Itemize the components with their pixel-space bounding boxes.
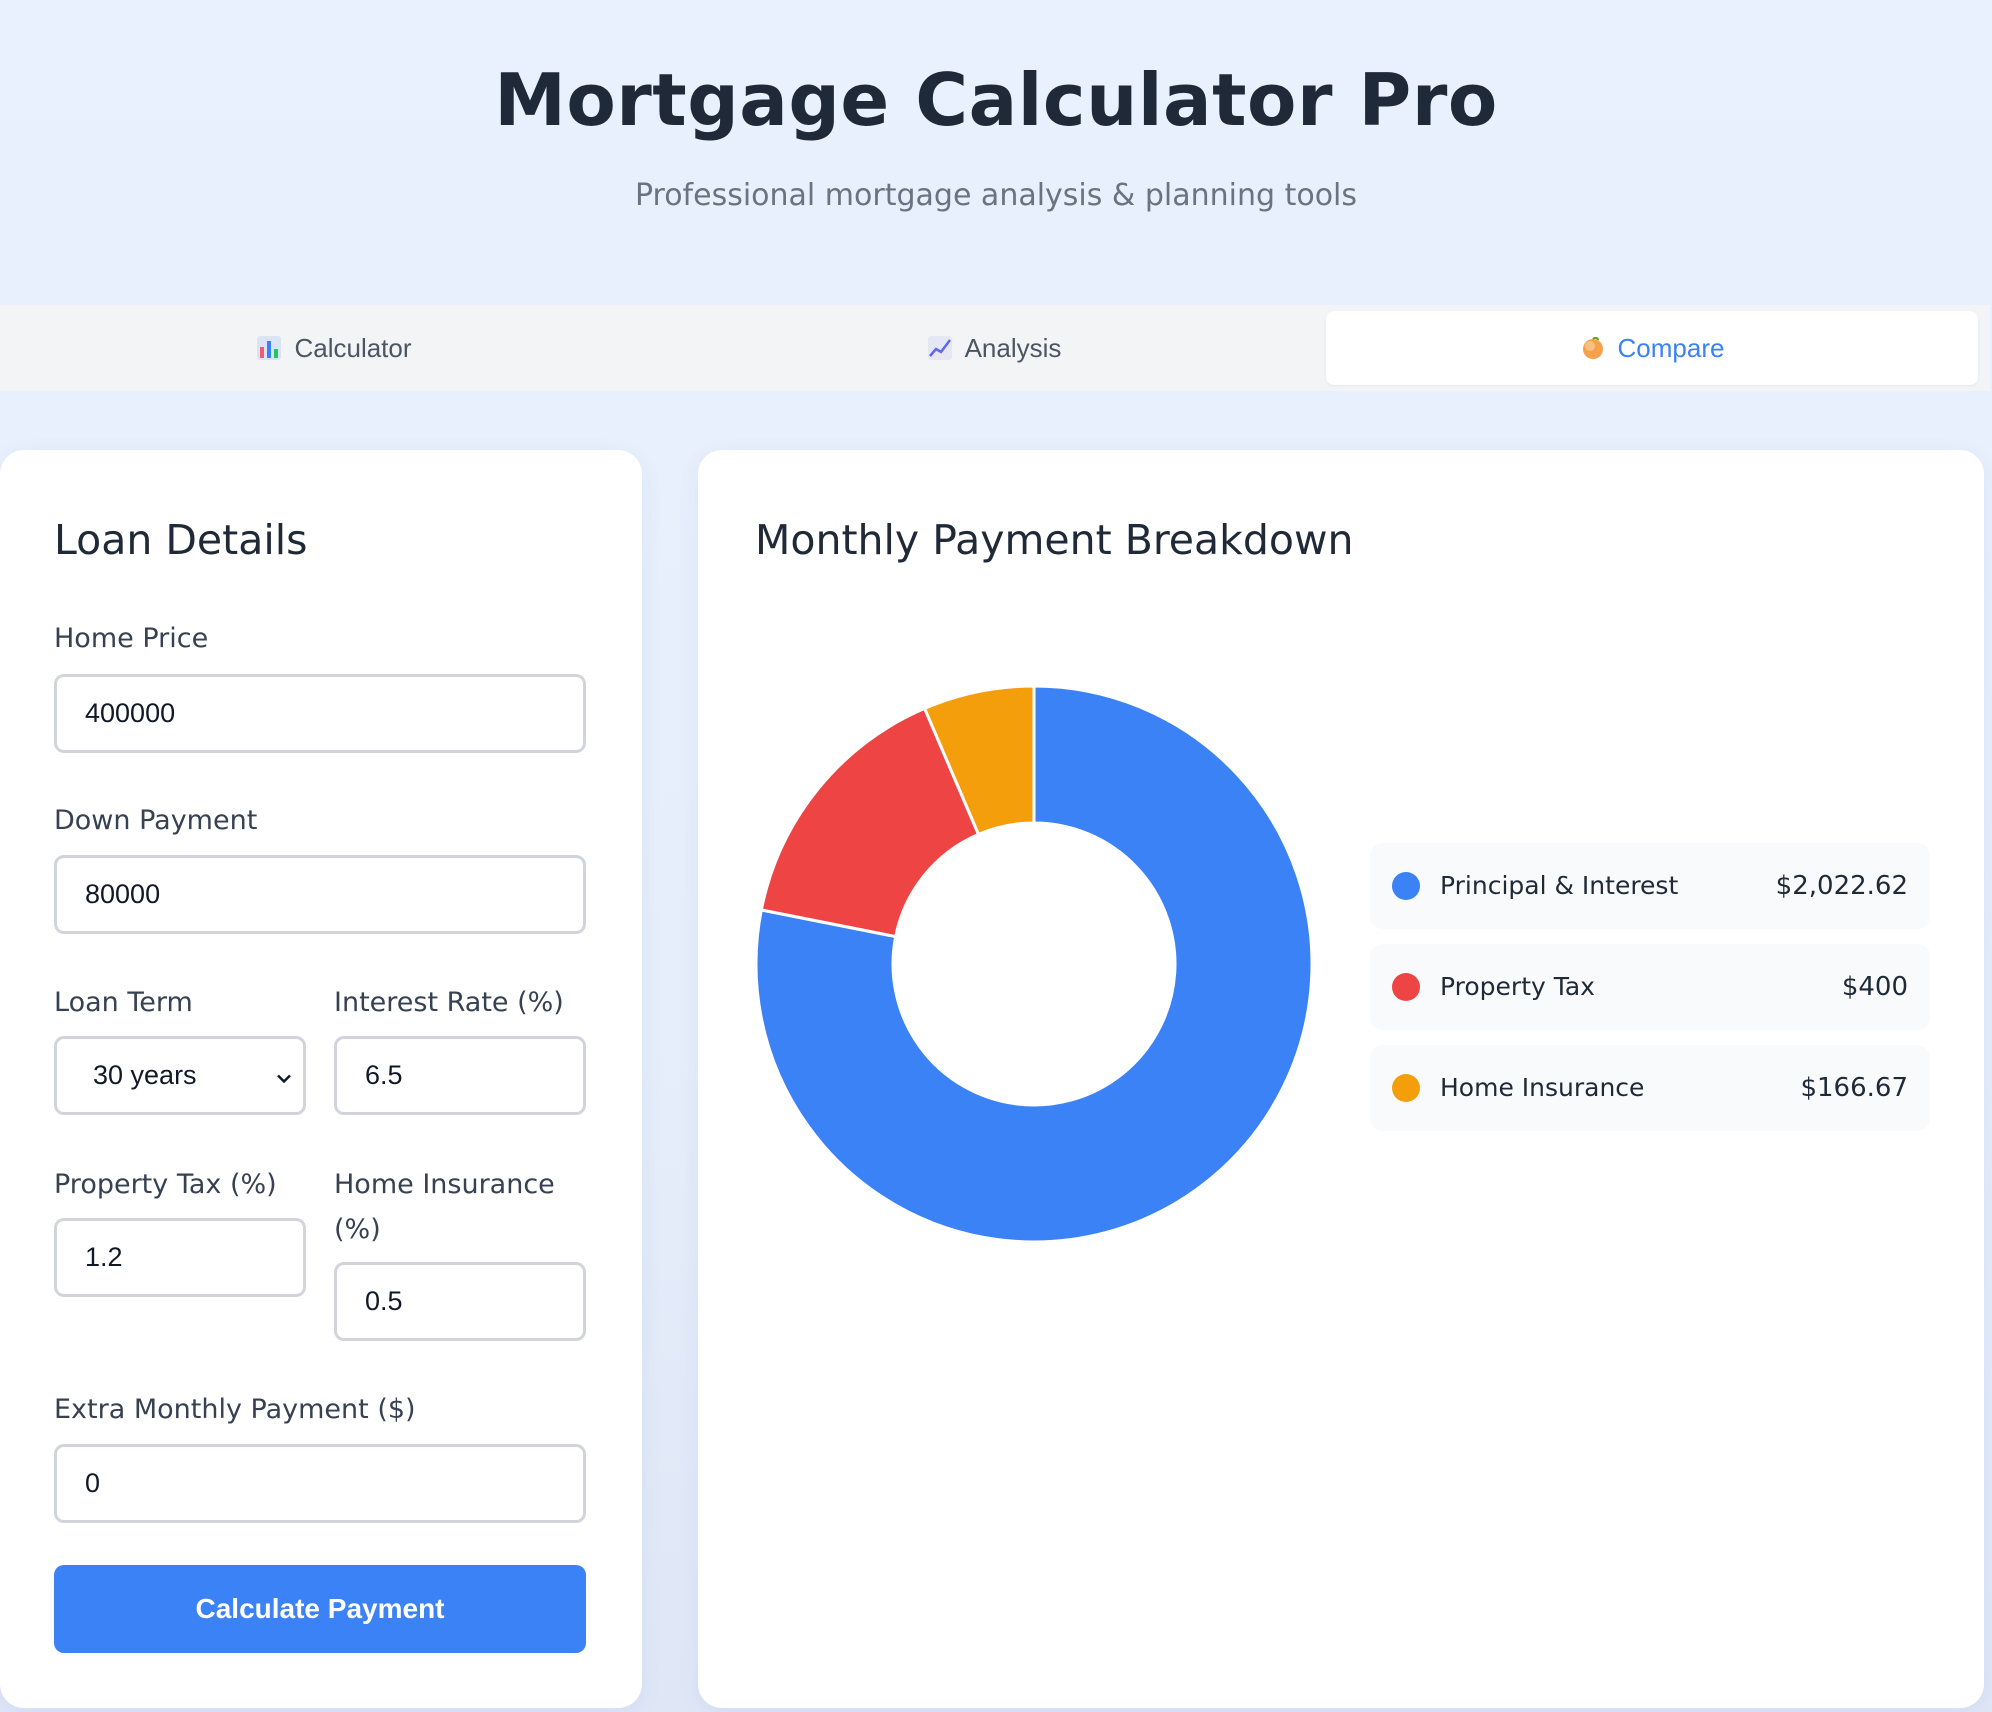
interest-rate-value: 6.5 xyxy=(365,1060,403,1090)
legend-value: $166.67 xyxy=(1800,1073,1908,1103)
calculate-payment-button[interactable]: Calculate Payment xyxy=(54,1565,586,1653)
legend-item-home-insurance: Home Insurance $166.67 xyxy=(1370,1045,1930,1131)
interest-rate-input[interactable]: 6.5 xyxy=(334,1036,586,1115)
loan-term-select[interactable]: 30 years xyxy=(54,1036,306,1115)
down-payment-value: 80000 xyxy=(85,879,161,909)
property-tax-value: 1.2 xyxy=(85,1242,123,1272)
tab-compare[interactable]: Compare xyxy=(1326,311,1978,385)
peach-icon xyxy=(1580,335,1606,361)
interest-rate-label: Interest Rate (%) xyxy=(334,987,564,1018)
legend-label: Principal & Interest xyxy=(1440,871,1679,900)
home-insurance-label-unit: (%) xyxy=(334,1214,381,1245)
tab-calculator[interactable]: Calculator xyxy=(8,311,660,385)
down-payment-input[interactable]: 80000 xyxy=(54,855,586,934)
tab-compare-label: Compare xyxy=(1617,332,1725,363)
loan-term-value: 30 years xyxy=(93,1060,197,1090)
property-tax-input[interactable]: 1.2 xyxy=(54,1218,306,1297)
legend-dot xyxy=(1392,1074,1420,1102)
legend-label: Home Insurance xyxy=(1440,1073,1645,1102)
legend-value: $2,022.62 xyxy=(1775,871,1908,901)
donut-slice-home-insurance xyxy=(922,684,1036,837)
tab-analysis[interactable]: Analysis xyxy=(668,311,1320,385)
breakdown-title: Monthly Payment Breakdown xyxy=(755,516,1354,564)
down-payment-label: Down Payment xyxy=(54,805,258,836)
chevron-down-icon xyxy=(275,1060,293,1091)
loan-term-label: Loan Term xyxy=(54,987,193,1018)
home-insurance-label: Home Insurance xyxy=(334,1169,555,1200)
legend-dot xyxy=(1392,973,1420,1001)
legend-dot xyxy=(1392,872,1420,900)
page-subtitle: Professional mortgage analysis & plannin… xyxy=(634,178,1358,213)
loan-details-title: Loan Details xyxy=(54,516,308,564)
home-price-input[interactable]: 400000 xyxy=(54,674,586,753)
extra-payment-label: Extra Monthly Payment ($) xyxy=(54,1394,416,1425)
legend-value: $400 xyxy=(1841,972,1908,1002)
tab-analysis-label: Analysis xyxy=(964,332,1062,363)
home-price-label: Home Price xyxy=(54,623,209,654)
home-price-value: 400000 xyxy=(85,698,176,728)
bar-chart-icon xyxy=(256,335,282,361)
line-chart-icon xyxy=(927,335,953,361)
extra-payment-input[interactable]: 0 xyxy=(54,1444,586,1523)
donut-slice-property-tax xyxy=(759,706,981,939)
header: Mortgage Calculator Pro Professional mor… xyxy=(0,0,1992,300)
donut-slice-principal-interest xyxy=(754,684,1314,1244)
home-insurance-value: 0.5 xyxy=(365,1286,403,1316)
home-insurance-input[interactable]: 0.5 xyxy=(334,1262,586,1341)
tab-bar: Calculator Analysis Compare xyxy=(0,305,1990,391)
legend-item-property-tax: Property Tax $400 xyxy=(1370,944,1930,1030)
page-title: Mortgage Calculator Pro xyxy=(494,58,1498,142)
extra-payment-value: 0 xyxy=(85,1468,101,1498)
legend-item-principal-interest: Principal & Interest $2,022.62 xyxy=(1370,843,1930,929)
loan-details-card: Loan Details Home Price 400000 Down Paym… xyxy=(0,450,642,1708)
property-tax-label: Property Tax (%) xyxy=(54,1169,277,1200)
tab-calculator-label: Calculator xyxy=(294,332,412,363)
legend-label: Property Tax xyxy=(1440,972,1595,1001)
